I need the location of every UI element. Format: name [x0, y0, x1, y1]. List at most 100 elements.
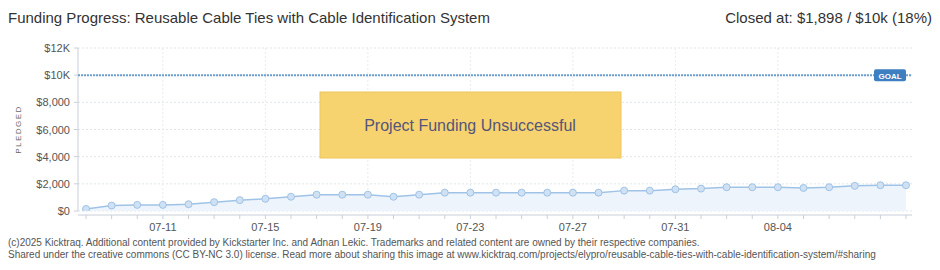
- y-axis: [78, 48, 79, 211]
- tick-label: $0: [58, 205, 70, 217]
- subtitle: Closed at: $1,898 / $10k (18%): [725, 9, 932, 26]
- tick-mark: [726, 215, 727, 219]
- marker: [364, 191, 371, 198]
- marker: [672, 186, 679, 193]
- tick-mark: [777, 215, 778, 219]
- tick-mark: [74, 211, 78, 212]
- marker: [518, 189, 525, 196]
- annotation-box: [320, 92, 621, 158]
- marker: [544, 189, 551, 196]
- tick-mark: [444, 215, 445, 219]
- tick-mark: [214, 215, 215, 219]
- chart: $0$2,000$4,000$6,000$8,000$10K$12K07-110…: [0, 0, 940, 270]
- tick-mark: [188, 215, 189, 219]
- tick-mark: [74, 48, 78, 49]
- marker: [313, 191, 320, 198]
- footer: (c)2025 Kicktraq. Additional content pro…: [8, 237, 700, 248]
- tick-label: 07-23: [456, 221, 484, 233]
- grid-line: [265, 48, 266, 211]
- marker: [493, 189, 500, 196]
- tick-mark: [111, 215, 112, 219]
- background: [0, 0, 940, 270]
- marker: [83, 205, 90, 211]
- annotation: Project Funding Unsuccessful: [364, 117, 576, 134]
- tick-label: 07-19: [354, 221, 382, 233]
- marker: [108, 202, 115, 209]
- tick-mark: [521, 215, 522, 219]
- plot-area: [78, 48, 912, 211]
- x-axis: [78, 215, 912, 216]
- tick-mark: [74, 102, 78, 103]
- marker: [800, 184, 807, 191]
- grid-line: [78, 183, 912, 184]
- tick-mark: [675, 215, 676, 219]
- tick-label: $4,000: [36, 151, 70, 163]
- marker: [646, 187, 653, 194]
- tick-label: $8,000: [36, 96, 70, 108]
- tick-mark: [624, 215, 625, 219]
- tick-mark: [572, 215, 573, 219]
- tick-mark: [419, 215, 420, 219]
- goal-badge: [874, 69, 906, 81]
- marker: [595, 189, 602, 196]
- area: [86, 185, 906, 211]
- marker: [723, 184, 730, 191]
- marker: [288, 193, 295, 200]
- marker: [134, 201, 141, 208]
- y-axis-label: PLEDGED: [14, 105, 23, 154]
- tick-mark: [291, 215, 292, 219]
- marker: [159, 201, 166, 208]
- tick-mark: [239, 215, 240, 219]
- tick-mark: [496, 215, 497, 219]
- tick-mark: [162, 215, 163, 219]
- marker: [903, 182, 910, 189]
- marker: [851, 182, 858, 189]
- tick-mark: [649, 215, 650, 219]
- marker: [262, 195, 269, 202]
- goal-group: [78, 75, 912, 76]
- marker: [877, 182, 884, 189]
- marker: [211, 199, 218, 206]
- marker: [416, 191, 423, 198]
- tick-mark: [265, 215, 266, 219]
- tick-mark: [342, 215, 343, 219]
- tick-mark: [854, 215, 855, 219]
- series-group: [83, 182, 910, 211]
- tick-mark: [316, 215, 317, 219]
- tick-mark: [74, 75, 78, 76]
- line: [86, 185, 906, 209]
- tick-label: 07-15: [251, 221, 279, 233]
- marker: [236, 197, 243, 204]
- grid-line: [162, 48, 163, 211]
- tick-mark: [547, 215, 548, 219]
- goal-line: [78, 74, 912, 76]
- tick-label: 07-27: [559, 221, 587, 233]
- tick-mark: [74, 183, 78, 184]
- tick-mark: [74, 129, 78, 130]
- marker: [774, 184, 781, 191]
- grid-line: [78, 75, 912, 76]
- marker: [749, 184, 756, 191]
- tick-mark: [803, 215, 804, 219]
- marker: [467, 189, 474, 196]
- tick-mark: [137, 215, 138, 219]
- tick-mark: [74, 156, 78, 157]
- tick-label: 08-04: [764, 221, 792, 233]
- tick-mark: [393, 215, 394, 219]
- marker: [826, 184, 833, 191]
- marker: [621, 187, 628, 194]
- marker: [569, 189, 576, 196]
- marker: [390, 193, 397, 200]
- tick-mark: [367, 215, 368, 219]
- marker: [339, 191, 346, 198]
- marker: [441, 189, 448, 196]
- tick-label: $6,000: [36, 124, 70, 136]
- tick-mark: [86, 215, 87, 219]
- footer: Shared under the creative commons (CC BY…: [8, 249, 876, 260]
- tick-label: $2,000: [36, 178, 70, 190]
- tick-mark: [701, 215, 702, 219]
- tick-mark: [598, 215, 599, 219]
- marker: [698, 185, 705, 192]
- title: Funding Progress: Reusable Cable Ties wi…: [8, 9, 490, 26]
- tick-mark: [880, 215, 881, 219]
